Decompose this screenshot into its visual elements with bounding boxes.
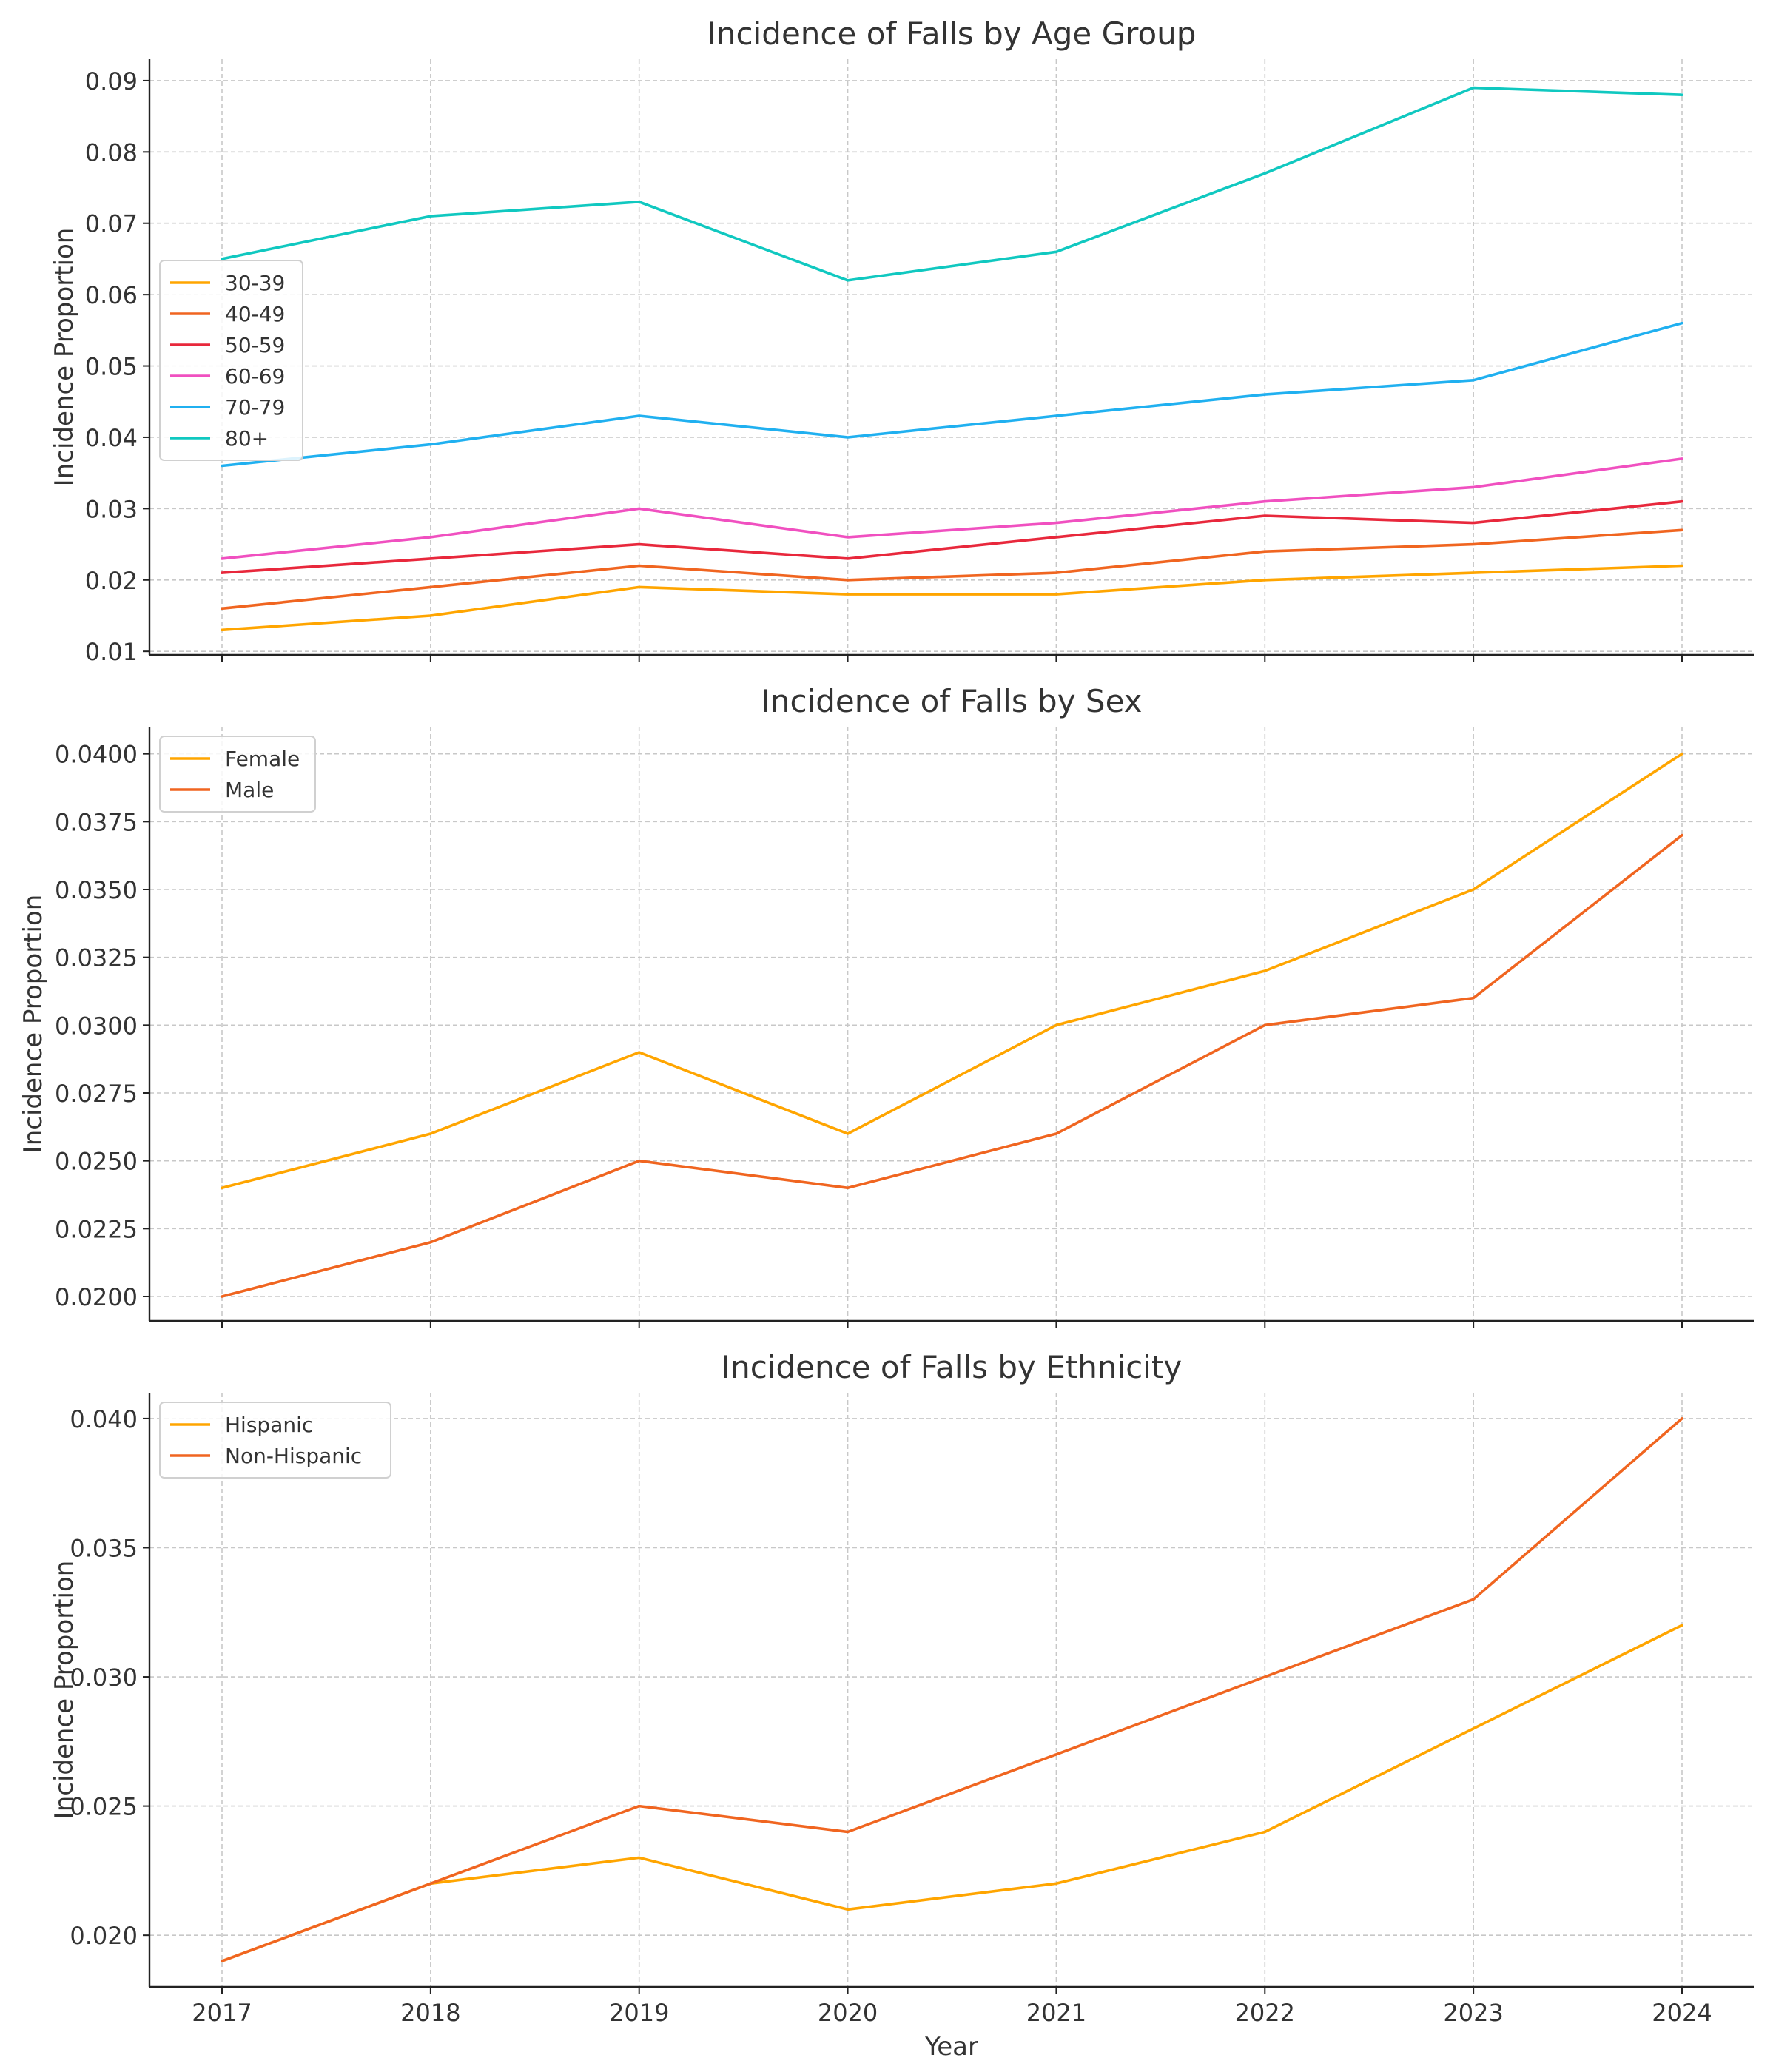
y-tick-label: 0.0275 (55, 1080, 138, 1108)
y-tick-label: 0.020 (70, 1922, 138, 1950)
series-line (221, 833, 1684, 1298)
x-tick-label: 2019 (609, 1999, 669, 2027)
x-tick-label: 2017 (192, 1999, 252, 2027)
legend-label: Male (225, 778, 274, 802)
legend-box (159, 736, 316, 813)
y-tick-label: 0.09 (85, 67, 138, 95)
y-tick-label: 0.05 (85, 353, 138, 381)
legend-label: Non-Hispanic (225, 1444, 362, 1468)
series-line (221, 528, 1684, 610)
x-axis-label: Year (924, 2032, 978, 2062)
legend-label: 80+ (225, 426, 269, 451)
x-tick-label: 2022 (1235, 1999, 1295, 2027)
chart-panel: Incidence of Falls by Age Group 0.01 0.02 0… (50, 16, 1754, 666)
legend-box (159, 1402, 391, 1479)
y-tick-label: 0.04 (85, 424, 138, 452)
x-tick-label: 2018 (400, 1999, 460, 2027)
y-tick-label: 0.02 (85, 567, 138, 595)
legend: 30-39 40-49 50-59 60-69 70-79 80+ (159, 260, 303, 461)
legend-label: 30-39 (225, 271, 285, 295)
chart-panel: Incidence of Falls by Ethnicity 0.020 0.02… (50, 1349, 1754, 2062)
series-line (221, 457, 1684, 560)
y-tick-label: 0.035 (70, 1534, 138, 1562)
y-tick-label: 0.030 (70, 1664, 138, 1692)
y-tick-label: 0.0375 (55, 808, 138, 836)
y-tick-label: 0.0325 (55, 944, 138, 972)
series-line (221, 1624, 1684, 1962)
y-axis-label: Incidence Proportion (50, 228, 79, 487)
chart-title: Incidence of Falls by Sex (761, 683, 1142, 719)
series-line (221, 564, 1684, 632)
y-tick-label: 0.01 (85, 638, 138, 666)
y-tick-label: 0.0250 (55, 1148, 138, 1176)
legend: Female Male (159, 736, 316, 813)
y-tick-label: 0.08 (85, 138, 138, 166)
y-axis-label: Incidence Proportion (18, 895, 48, 1154)
y-tick-label: 0.0225 (55, 1215, 138, 1243)
legend-box (159, 260, 303, 461)
y-tick-label: 0.0200 (55, 1283, 138, 1311)
y-tick-label: 0.07 (85, 210, 138, 238)
series-line (221, 86, 1684, 282)
x-tick-label: 2023 (1443, 1999, 1503, 2027)
y-tick-label: 0.0300 (55, 1012, 138, 1040)
y-tick-label: 0.0350 (55, 876, 138, 904)
chart-title: Incidence of Falls by Ethnicity (722, 1349, 1182, 1385)
legend: Hispanic Non-Hispanic (159, 1402, 391, 1479)
y-tick-label: 0.025 (70, 1793, 138, 1821)
chart-title: Incidence of Falls by Age Group (707, 16, 1197, 52)
series-line (221, 1417, 1684, 1962)
legend-label: Hispanic (225, 1413, 313, 1437)
series-line (221, 752, 1684, 1190)
legend-label: 40-49 (225, 302, 285, 326)
x-tick-label: 2020 (818, 1999, 878, 2027)
legend-label: 70-79 (225, 395, 285, 420)
legend-label: 60-69 (225, 364, 285, 388)
y-tick-label: 0.06 (85, 281, 138, 309)
y-tick-label: 0.040 (70, 1405, 138, 1433)
x-tick-label: 2024 (1652, 1999, 1712, 2027)
x-tick-label: 2021 (1026, 1999, 1086, 2027)
y-axis-label: Incidence Proportion (50, 1561, 79, 1820)
series-line (221, 321, 1684, 468)
series-line (221, 500, 1684, 574)
y-tick-label: 0.0400 (55, 741, 138, 769)
legend-label: Female (225, 747, 300, 771)
legend-label: 50-59 (225, 333, 285, 357)
chart-panel: Incidence of Falls by Sex 0.0200 0.0225 0.0… (18, 683, 1754, 1328)
y-tick-label: 0.03 (85, 495, 138, 523)
